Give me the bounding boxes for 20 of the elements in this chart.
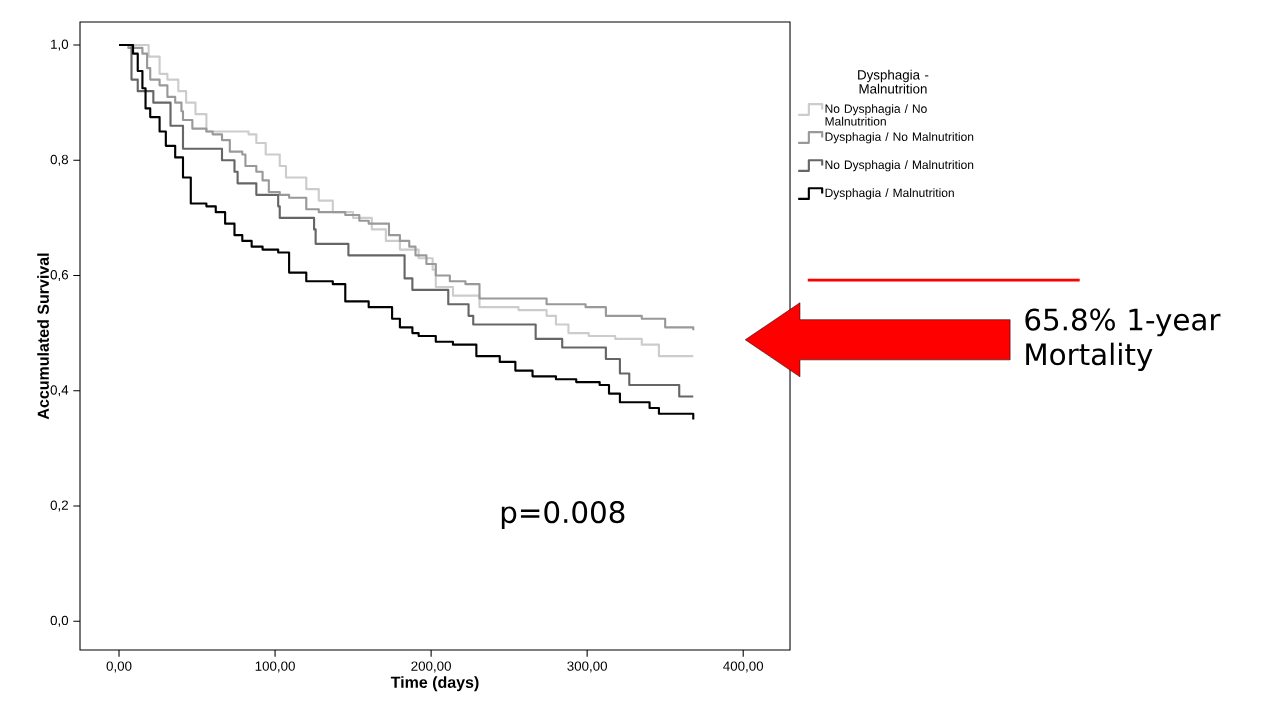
y-tick-label: 0,8 <box>50 154 69 166</box>
x-axis-title: Time (days) <box>390 676 479 692</box>
legend-label: No Dysphagia / Malnutrition <box>825 160 974 172</box>
legend-label: Dysphagia / Malnutrition <box>825 188 954 200</box>
legend-label: Dysphagia / No Malnutrition <box>825 132 974 144</box>
x-tick-label: 200,00 <box>411 661 451 673</box>
y-tick-label: 1,0 <box>51 39 69 51</box>
legend-title: Dysphagia - Malnutrition <box>858 69 929 94</box>
x-tick-label: 300,00 <box>567 661 608 673</box>
x-tick-label: 0,00 <box>106 661 132 673</box>
y-tick-label: 0,6 <box>50 270 69 282</box>
x-tick-label: 100,00 <box>255 661 295 673</box>
legend-label: No Dysphagia / No Malnutrition <box>825 104 927 126</box>
y-tick-label: 0,4 <box>50 385 69 397</box>
annotation: p=0.008 <box>501 501 625 529</box>
x-tick-label: 400,00 <box>723 661 764 673</box>
y-tick-label: 0,0 <box>50 615 69 627</box>
y-tick-label: 0,2 <box>50 500 68 512</box>
text: 65.8% 1-year Mortality <box>1025 308 1221 372</box>
y-axis-title: Accumulated Survival <box>37 253 49 420</box>
